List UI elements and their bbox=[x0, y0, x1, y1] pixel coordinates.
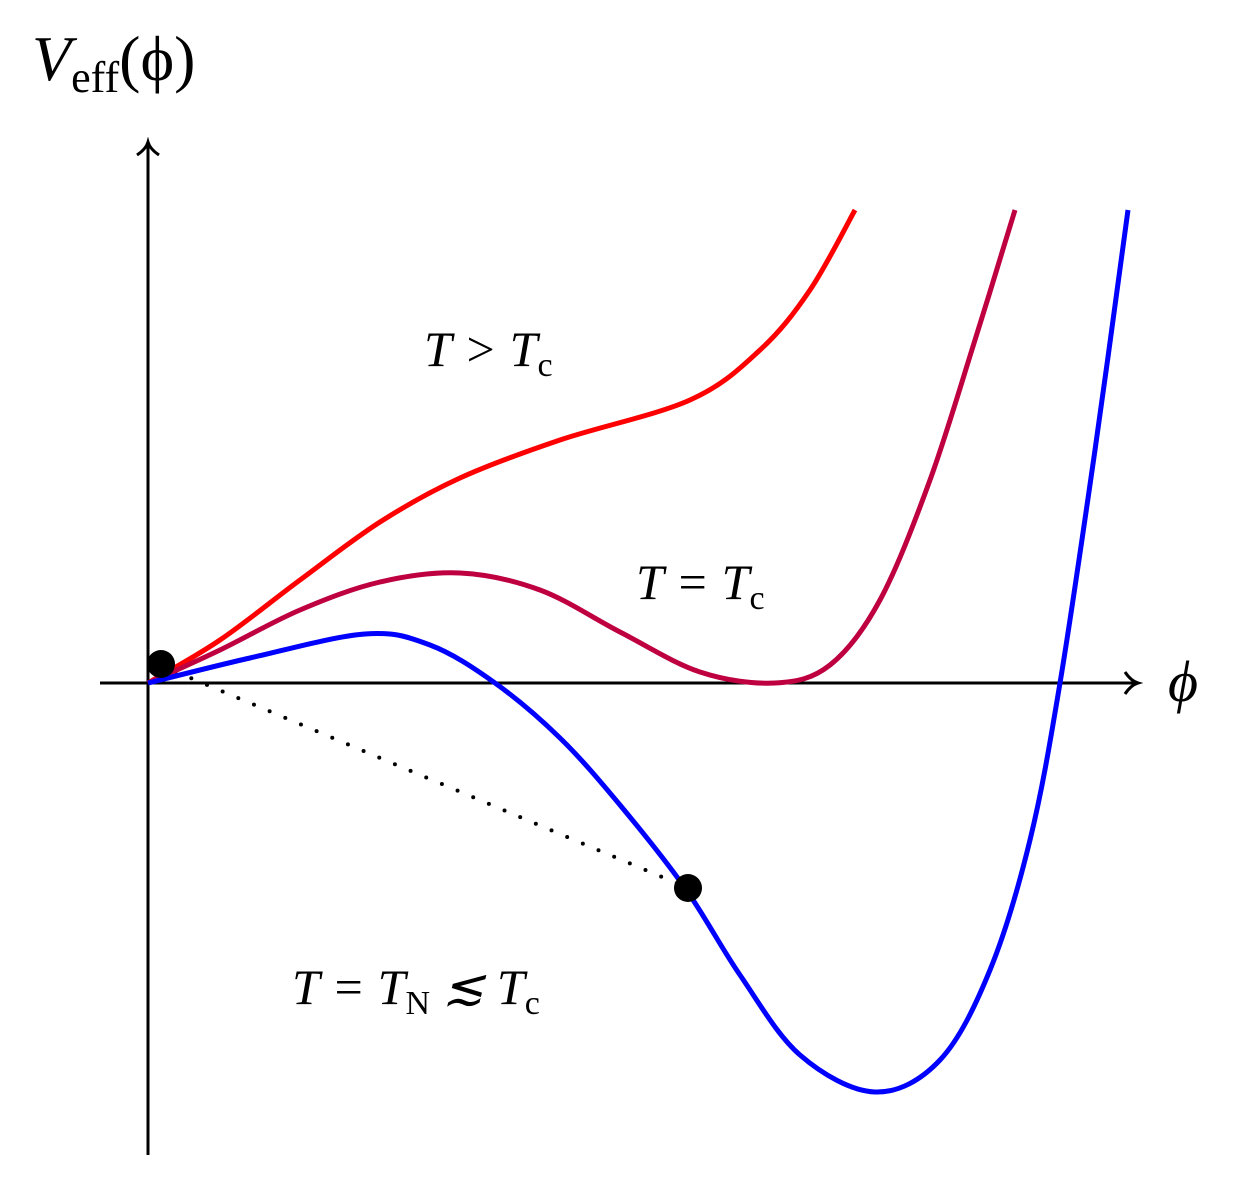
curve-nucleation bbox=[147, 209, 1131, 1095]
x-axis-label: ϕ bbox=[1168, 649, 1199, 714]
y-label-sub: eff bbox=[71, 53, 120, 102]
y-label-main: V bbox=[32, 23, 72, 94]
curve-above-critical bbox=[146, 208, 858, 686]
label-text: T > T bbox=[424, 321, 538, 377]
label-sub: c bbox=[749, 580, 765, 617]
label-nucleation: T = TN ≲ Tc bbox=[292, 958, 540, 1023]
tunneling-dotted-line bbox=[158, 663, 690, 890]
label-sub: c bbox=[537, 347, 553, 384]
y-label-arg: (ϕ) bbox=[119, 23, 196, 94]
curve-critical bbox=[146, 209, 1018, 686]
label-above-critical: T > Tc bbox=[424, 320, 553, 385]
label-sub: c bbox=[524, 985, 540, 1022]
label-text: ≲ T bbox=[430, 959, 525, 1015]
label-sub: N bbox=[405, 985, 431, 1022]
label-text: T = T bbox=[292, 959, 406, 1015]
label-text: T = T bbox=[636, 554, 750, 610]
y-axis-label: Veff(ϕ) bbox=[32, 22, 195, 103]
bubble-exit-point bbox=[674, 874, 702, 902]
false-vacuum-point bbox=[147, 650, 175, 678]
label-critical: T = Tc bbox=[636, 553, 765, 618]
